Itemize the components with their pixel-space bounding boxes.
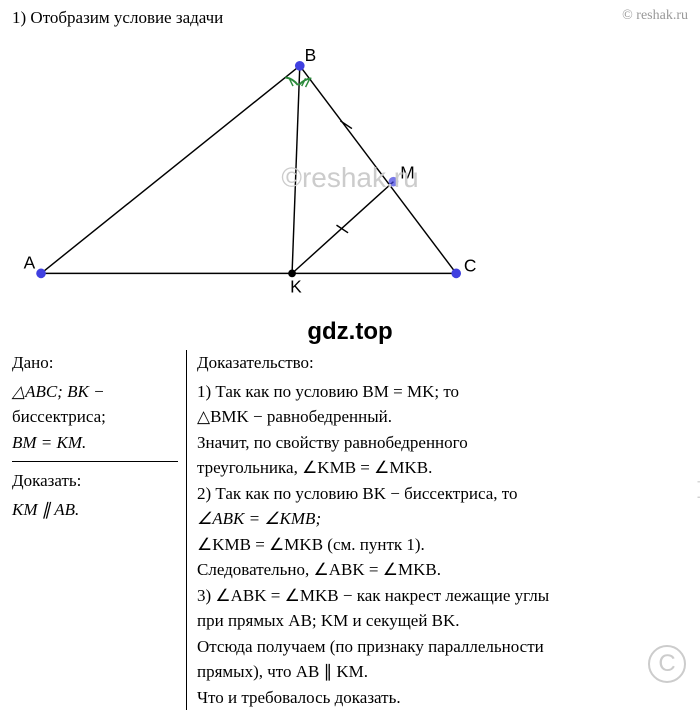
given-line-1: △ABC; BK − [12, 379, 178, 405]
given-label: Дано: [12, 350, 178, 376]
proof-1a: 1) Так как по условию BM = MK; то [197, 379, 688, 405]
problem-title: 1) Отобразим условие задачи [12, 8, 223, 28]
proof-3a: 3) ∠ABK = ∠MKB − как накрест лежащие угл… [197, 583, 688, 609]
proof-2b: ∠ABK = ∠KMB; [197, 506, 688, 532]
source-label: © reshak.ru [622, 8, 688, 24]
proof-1c: Значит, по свойству равнобедренного [197, 430, 688, 456]
header: 1) Отобразим условие задачи © reshak.ru [0, 0, 700, 32]
given-line-2: биссектриса; [12, 404, 178, 430]
proof-label: Доказательство: [197, 350, 688, 376]
proof-3c: Отсюда получаем (по признаку параллельно… [197, 634, 688, 660]
left-column: Дано: △ABC; BK − биссектриса; BM = KM. Д… [12, 350, 187, 710]
prove-section: Доказать: KM ∥ AB. [12, 468, 178, 522]
gdz-label: gdz.top [0, 318, 700, 346]
proof-1d: треугольника, ∠KMB = ∠MKB. [197, 455, 688, 481]
label-a: A [24, 253, 36, 273]
proof-2d: Следовательно, ∠ABK = ∠MKB. [197, 557, 688, 583]
label-c: C [464, 255, 477, 275]
proof-2a: 2) Так как по условию BK − биссектриса, … [197, 481, 688, 507]
label-k: K [290, 277, 302, 297]
label-m: M [400, 163, 414, 183]
prove-label: Доказать: [12, 468, 178, 494]
proof-2c: ∠KMB = ∠MKB (см. пунтк 1). [197, 532, 688, 558]
given-section: Дано: △ABC; BK − биссектриса; BM = KM. [12, 350, 178, 462]
content: Дано: △ABC; BK − биссектриса; BM = KM. Д… [0, 350, 700, 710]
triangle-diagram: A B K C M [0, 32, 700, 312]
copyright-icon: C [648, 645, 686, 683]
proof-3b: при прямых AB; KM и секущей BK. [197, 608, 688, 634]
proof-3d: прямых), что AB ∥ KM. [197, 659, 688, 685]
right-column: Доказательство: 1) Так как по условию BM… [187, 350, 688, 710]
label-b: B [305, 45, 317, 65]
proof-1b: △BMK − равнобедренный. [197, 404, 688, 430]
given-line-3: BM = KM. [12, 430, 178, 456]
proof-3e: Что и требовалось доказать. [197, 685, 688, 710]
side-watermark: reshak.ru [694, 460, 700, 518]
prove-line-1: KM ∥ AB. [12, 497, 178, 523]
diagram: A B K C M ©reshak.ru [0, 32, 700, 312]
